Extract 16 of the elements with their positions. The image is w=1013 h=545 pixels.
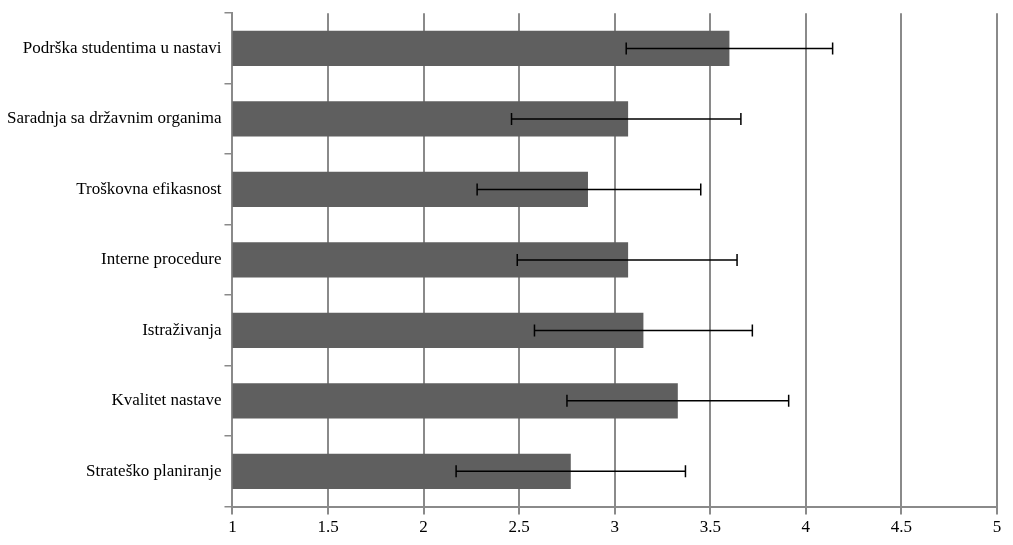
x-tick-label: 3.5 — [699, 517, 721, 537]
x-tick-label: 4.5 — [890, 517, 913, 537]
x-tick-label: 4 — [801, 517, 811, 537]
y-tick-label: Troškovna efikasnost — [76, 178, 222, 198]
x-tick-label: 2.5 — [508, 517, 530, 537]
x-tick-label: 5 — [992, 517, 1002, 537]
y-tick-label: Interne procedure — [101, 249, 222, 269]
x-tick-label: 1.5 — [317, 517, 339, 537]
y-tick-label: Saradnja sa državnim organima — [6, 108, 222, 128]
y-tick-label: Podrška studentima u nastavi — [22, 37, 222, 57]
y-tick-label: Kvalitet nastave — [111, 390, 222, 410]
x-tick-label: 3 — [610, 517, 619, 537]
x-tick-label: 1 — [228, 517, 237, 537]
x-tick-label: 2 — [419, 517, 428, 537]
y-tick-label: Istraživanja — [142, 319, 222, 339]
y-tick-label: Strateško planiranje — [85, 460, 222, 480]
